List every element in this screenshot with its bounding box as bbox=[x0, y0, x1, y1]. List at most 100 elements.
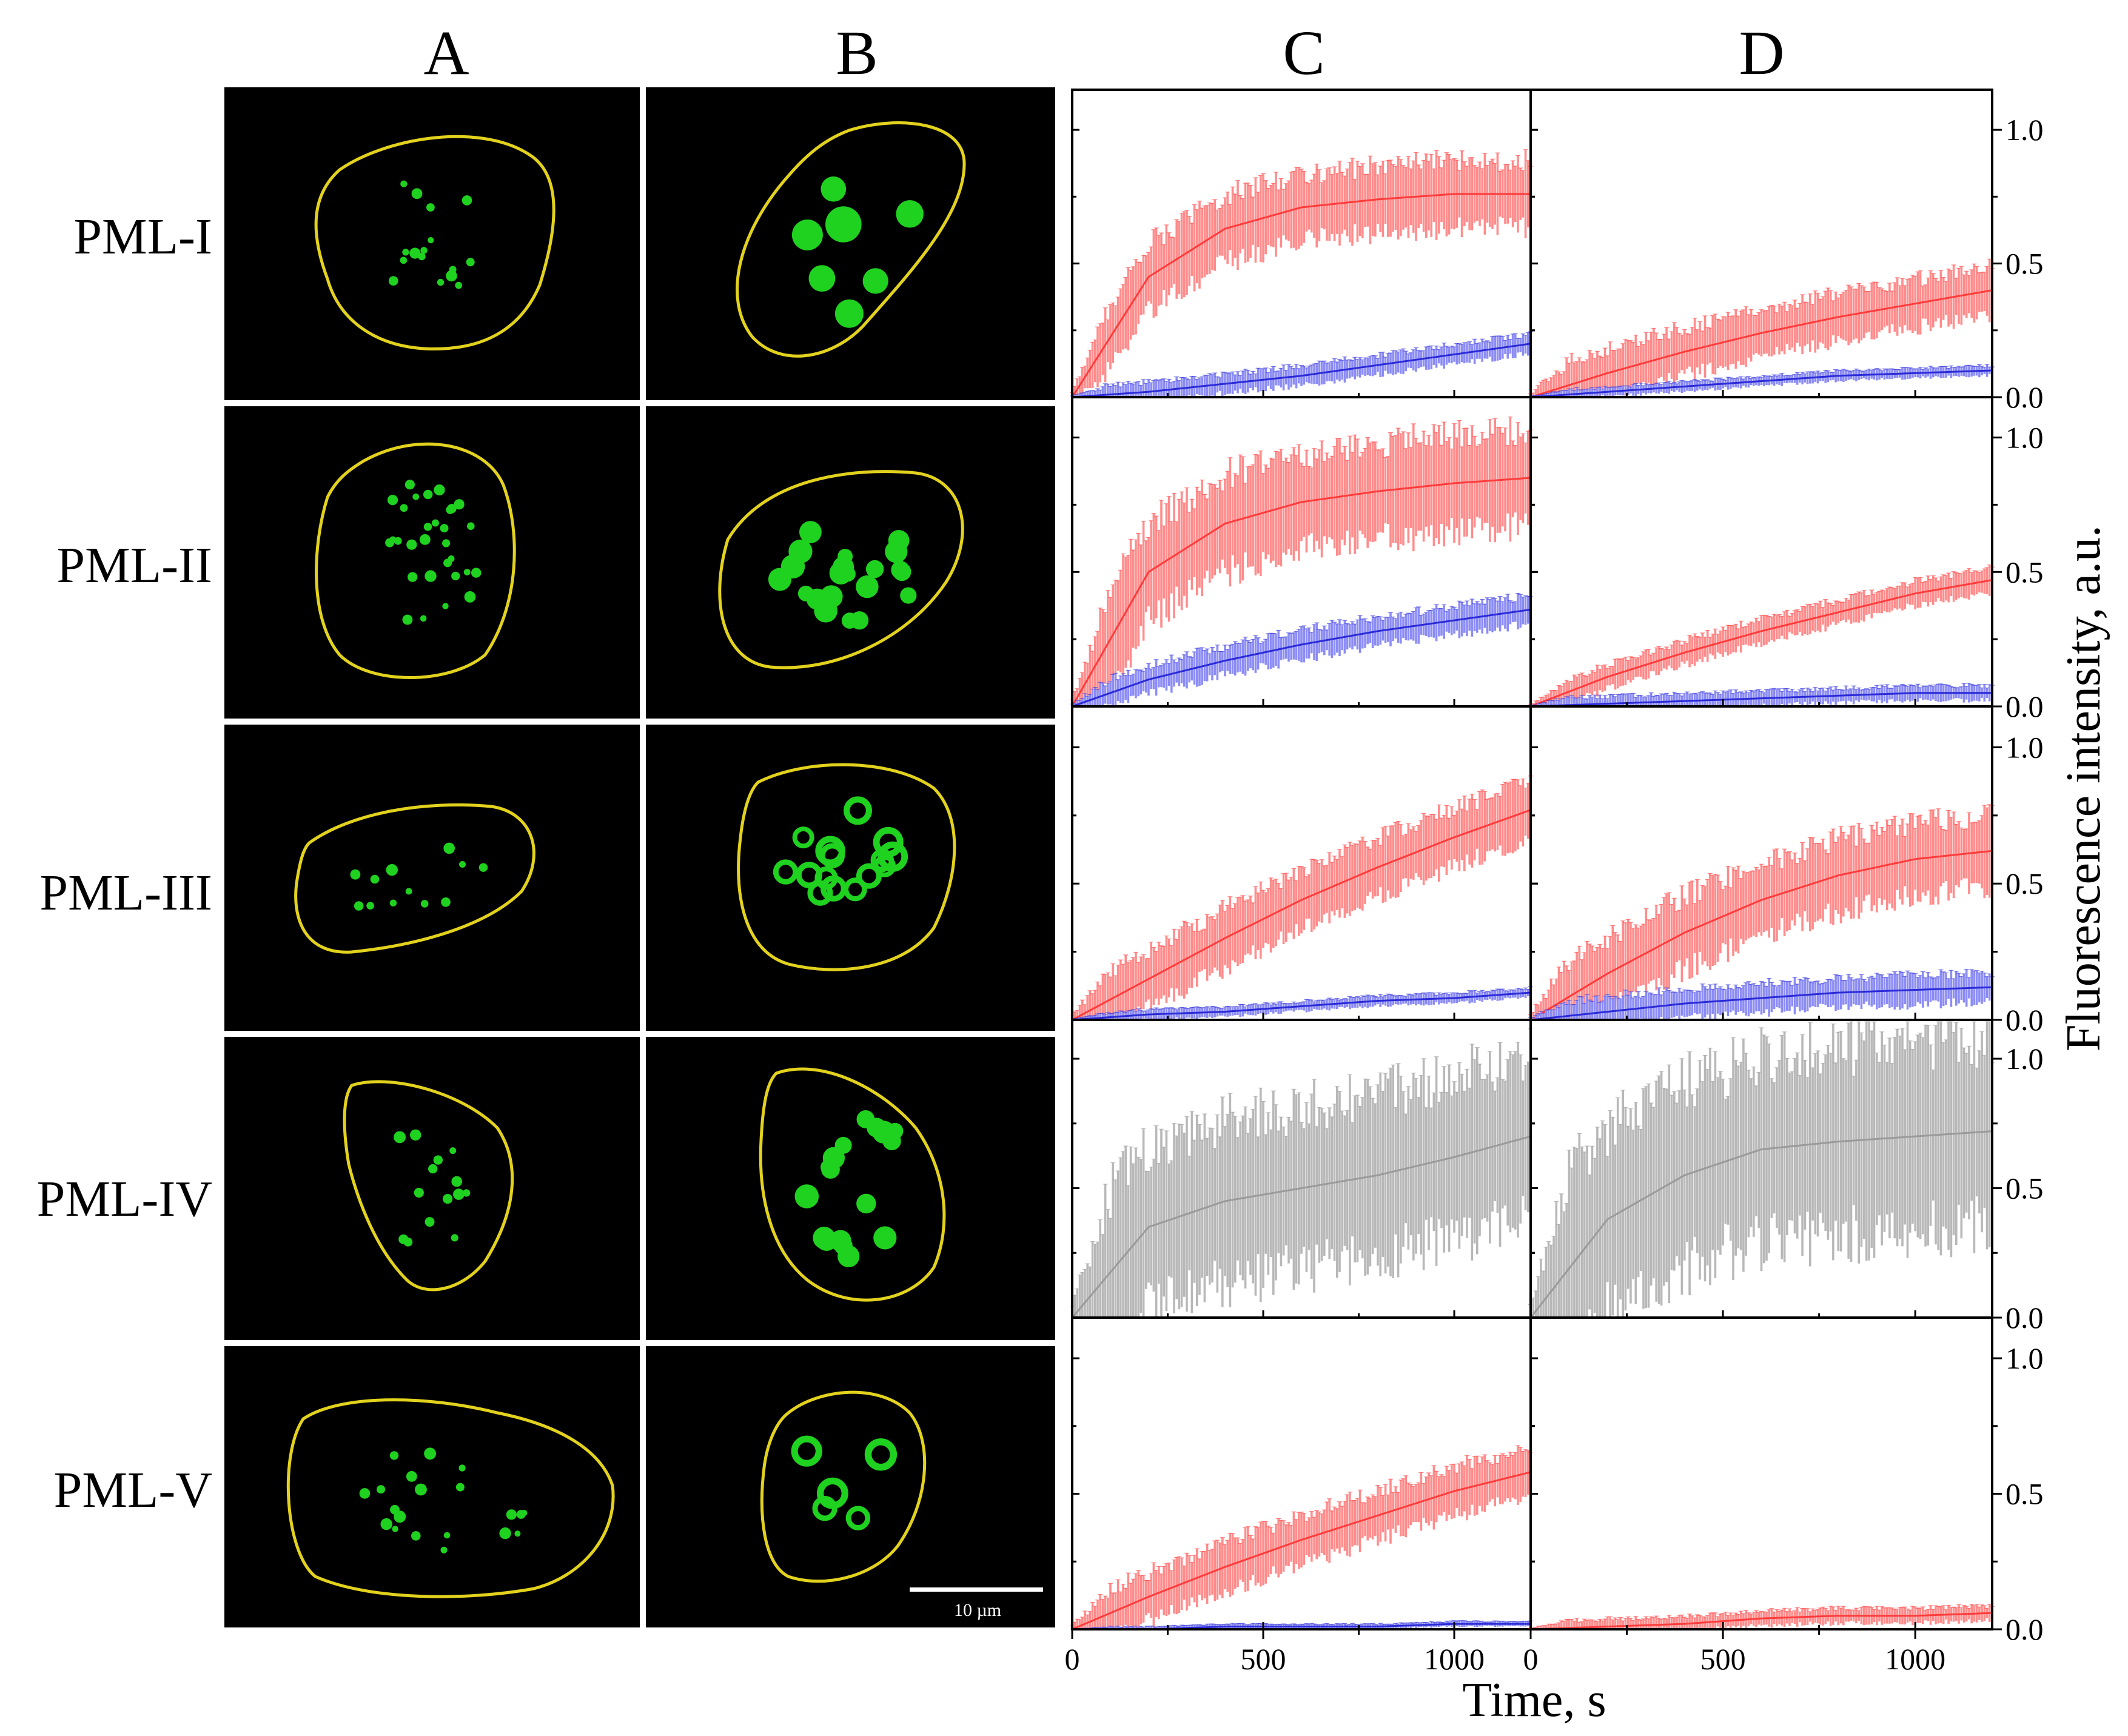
series-blue bbox=[1528, 683, 1995, 708]
nuclear-body bbox=[516, 1510, 526, 1519]
nuclear-body bbox=[400, 180, 408, 187]
series-red bbox=[1070, 776, 1533, 1021]
nuclear-body bbox=[440, 524, 449, 533]
grid-separator-row-1 bbox=[224, 400, 1055, 406]
column-label-b: B bbox=[836, 18, 878, 88]
nucleus-outline-pml-i-b bbox=[736, 121, 966, 358]
nuclear-body bbox=[888, 530, 910, 551]
nuclear-body bbox=[816, 1477, 848, 1509]
column-label-d: D bbox=[1739, 18, 1784, 88]
nuclear-body bbox=[791, 1435, 822, 1467]
plot-panel-c-3 bbox=[1070, 705, 1533, 1021]
nuclear-body bbox=[350, 869, 361, 880]
nuclear-body bbox=[359, 1488, 371, 1499]
nucleus-outline-pml-i-a bbox=[314, 135, 555, 350]
nuclear-body bbox=[443, 1532, 451, 1539]
nuclear-body bbox=[400, 504, 408, 512]
nucleus-outline-pml-v-b bbox=[760, 1390, 927, 1583]
nuclear-body bbox=[388, 276, 398, 286]
nuclear-body bbox=[794, 1184, 819, 1208]
nucleus-outline-pml-ii-a bbox=[315, 442, 516, 679]
nuclear-body bbox=[791, 220, 823, 250]
nuclear-body bbox=[443, 1194, 453, 1204]
nuclear-body bbox=[819, 843, 845, 868]
fit-line bbox=[1071, 193, 1531, 398]
nuclear-body bbox=[434, 484, 445, 496]
recovery-curves: 0.00.51.00.00.51.00.00.51.00.00.51.00.00… bbox=[1065, 89, 2044, 1676]
nucleus-outline-pml-iii-b bbox=[737, 763, 956, 971]
nuclear-body bbox=[448, 555, 455, 562]
nuclear-body bbox=[797, 585, 814, 602]
nuclear-body bbox=[443, 842, 455, 854]
nuclear-body bbox=[808, 265, 836, 292]
nuclear-body bbox=[402, 249, 409, 256]
plot-panel-c-1 bbox=[1070, 89, 1533, 398]
nuclear-body bbox=[466, 258, 475, 267]
nuclear-body bbox=[900, 587, 917, 604]
nuclear-body bbox=[843, 877, 867, 902]
nuclear-body bbox=[780, 554, 805, 578]
series-red bbox=[1528, 258, 1995, 398]
grid-separator-row-4 bbox=[224, 1340, 1055, 1346]
nuclear-body bbox=[821, 176, 847, 202]
nuclear-body bbox=[844, 796, 872, 825]
nuclear-body bbox=[423, 489, 433, 500]
fit-line bbox=[1530, 579, 1993, 708]
nuclear-body bbox=[377, 1485, 386, 1494]
row-label-pml-iii: PML-III bbox=[39, 865, 212, 921]
nuclear-body bbox=[428, 237, 434, 244]
nuclear-body bbox=[499, 1527, 511, 1540]
nuclear-body bbox=[873, 826, 904, 857]
plot-frame bbox=[1529, 396, 1993, 708]
grid-separator-row-2 bbox=[224, 719, 1055, 725]
column-label-c: C bbox=[1283, 18, 1324, 88]
fit-line bbox=[1071, 1135, 1531, 1318]
nuclear-body bbox=[882, 1131, 901, 1151]
nuclear-body bbox=[830, 1230, 851, 1252]
nuclear-body bbox=[449, 266, 457, 273]
plot-panel-c-2 bbox=[1070, 396, 1533, 708]
series-blue bbox=[1070, 331, 1533, 398]
nuclear-body bbox=[408, 572, 418, 582]
nuclear-body bbox=[394, 1131, 406, 1144]
series-blue bbox=[1070, 592, 1533, 708]
nuclear-body bbox=[354, 901, 364, 911]
nuclear-body bbox=[409, 247, 421, 259]
nuclear-body bbox=[389, 536, 397, 543]
series-blue bbox=[1528, 969, 1995, 1021]
nuclear-body bbox=[394, 1510, 406, 1523]
nuclear-body bbox=[896, 200, 924, 228]
nuclear-body bbox=[428, 1164, 438, 1174]
nuclear-body bbox=[437, 278, 445, 286]
nuclear-body bbox=[845, 1506, 871, 1530]
nuclear-body bbox=[411, 1531, 421, 1541]
nuclear-body bbox=[414, 1187, 424, 1198]
fit-line bbox=[1071, 477, 1531, 707]
nuclear-body bbox=[441, 897, 451, 907]
nuclear-body bbox=[467, 522, 475, 530]
nuclear-body bbox=[392, 1526, 398, 1532]
nuclear-body bbox=[412, 493, 420, 500]
row-label-pml-v: PML-V bbox=[54, 1462, 212, 1518]
nuclear-body bbox=[451, 1234, 458, 1242]
nuclear-body bbox=[405, 888, 412, 895]
nucleus-outline-pml-iv-a bbox=[343, 1080, 514, 1292]
nuclear-body bbox=[406, 1471, 417, 1482]
nuclear-body bbox=[821, 1160, 840, 1179]
nuclear-body bbox=[796, 862, 822, 888]
series-blue bbox=[1528, 364, 1995, 398]
nuclear-body bbox=[862, 268, 888, 294]
nuclear-body bbox=[865, 560, 884, 578]
nuclear-body bbox=[366, 902, 374, 910]
nuclear-body bbox=[380, 1518, 392, 1530]
nuclear-body bbox=[451, 1176, 462, 1187]
nuclear-body-foci bbox=[350, 176, 924, 1553]
nuclear-body bbox=[423, 523, 432, 531]
nuclear-body bbox=[424, 1447, 436, 1460]
row-label-pml-iv: PML-IV bbox=[37, 1171, 212, 1227]
nuclear-body bbox=[442, 603, 449, 609]
series-red bbox=[1528, 804, 1995, 1021]
nuclear-body bbox=[426, 203, 435, 212]
scale-bar-label: 10 µm bbox=[954, 1600, 1001, 1620]
scale-bar bbox=[910, 1587, 1043, 1592]
